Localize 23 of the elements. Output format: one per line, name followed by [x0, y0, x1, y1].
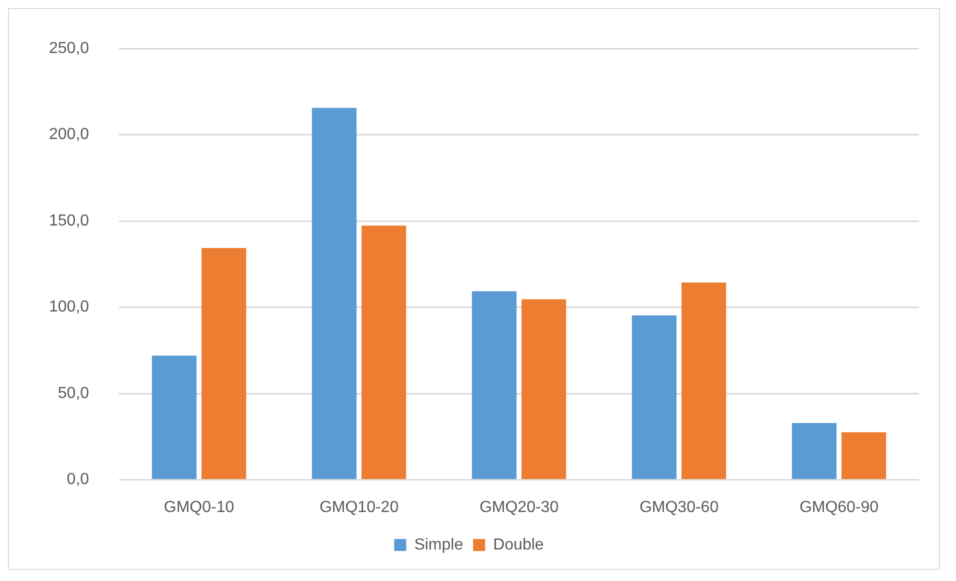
y-tick-label: 200,0	[48, 126, 90, 144]
y-tick-label: 100,0	[48, 298, 90, 316]
bar	[841, 432, 886, 480]
bar	[362, 226, 406, 480]
bar	[681, 282, 726, 480]
y-tick-label: 50,0	[58, 384, 90, 402]
bar	[522, 299, 566, 480]
bar	[632, 315, 677, 480]
y-tick-label: 250,0	[48, 40, 90, 58]
y-tick-label: 150,0	[48, 212, 90, 230]
bar	[312, 108, 357, 480]
bar	[472, 291, 517, 480]
legend-label: Double	[493, 536, 544, 554]
x-tick-label: GMQ0-10	[164, 498, 234, 516]
x-tick-label: GMQ60-90	[799, 498, 879, 516]
legend-label: Simple	[414, 536, 464, 554]
bar	[152, 356, 197, 480]
bar	[792, 423, 837, 480]
y-tick-label: 0,0	[66, 471, 90, 488]
x-tick-label: GMQ10-20	[319, 498, 399, 516]
bar	[202, 248, 246, 480]
x-tick-label: GMQ20-30	[479, 498, 559, 516]
x-tick-label: GMQ30-60	[639, 498, 719, 516]
